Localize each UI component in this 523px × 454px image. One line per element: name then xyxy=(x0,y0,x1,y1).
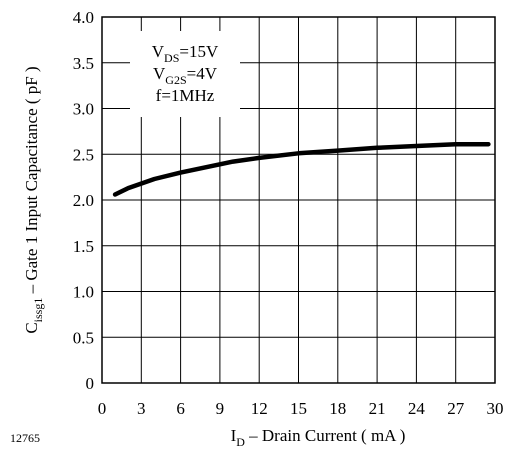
annotation-main: V xyxy=(152,42,165,61)
annotation-sub: G2S xyxy=(165,73,186,87)
x-tick-label: 6 xyxy=(176,399,185,418)
series-layer xyxy=(112,141,491,197)
x-axis-label-main: I xyxy=(231,426,237,445)
y-tick-label: 4.0 xyxy=(73,8,94,27)
x-tick-label: 18 xyxy=(329,399,346,418)
y-tick-label: 0 xyxy=(86,374,95,393)
annotation-text: f=1MHz xyxy=(156,86,215,105)
annotation-rest: =4V xyxy=(187,64,218,83)
x-axis-label-rest: – Drain Current ( mA ) xyxy=(245,426,406,445)
annotation-main: f=1MHz xyxy=(156,86,215,105)
y-tick-label: 1.0 xyxy=(73,283,94,302)
x-tick-label: 27 xyxy=(447,399,465,418)
x-axis-label: ID – Drain Current ( mA ) xyxy=(231,426,406,449)
x-tick-label: 24 xyxy=(408,399,426,418)
x-tick-label: 9 xyxy=(216,399,225,418)
y-axis-label-rest: – Gate 1 Input Capacitance ( pF ) xyxy=(22,66,41,297)
series-line xyxy=(112,141,491,197)
y-tick-label: 0.5 xyxy=(73,328,94,347)
annotation-box xyxy=(130,31,240,117)
tick-labels: 0 3 6 9 12 15 18 21 24 27 30 0 0.5 1.0 1.5 2.0 2.5 3.0 3.5… xyxy=(73,8,504,418)
x-tick-label: 0 xyxy=(98,399,107,418)
annotation-rest: =15V xyxy=(179,42,219,61)
annotation-main: V xyxy=(153,64,166,83)
plot-frame xyxy=(101,16,496,384)
y-axis-label: Cissg1 – Gate 1 Input Capacitance ( pF ) xyxy=(22,66,45,333)
y-tick-label: 3.5 xyxy=(73,54,94,73)
y-axis-label-main: C xyxy=(22,322,41,333)
x-tick-label: 12 xyxy=(251,399,268,418)
x-tick-label: 30 xyxy=(487,399,504,418)
figure-id: 12765 xyxy=(10,431,40,445)
y-tick-label: 2.5 xyxy=(73,145,94,164)
x-axis-label-sub: D xyxy=(236,435,245,449)
y-tick-label: 3.0 xyxy=(73,100,94,119)
y-tick-label: 2.0 xyxy=(73,191,94,210)
annotation-text: VDS=15V xyxy=(152,42,219,65)
y-axis-label-sub: issg1 xyxy=(31,298,45,323)
annotation-sub: DS xyxy=(164,51,179,65)
x-tick-label: 21 xyxy=(369,399,386,418)
x-tick-label: 3 xyxy=(137,399,146,418)
y-tick-label: 1.5 xyxy=(73,237,94,256)
annotation-text: VG2S=4V xyxy=(153,64,218,87)
x-tick-label: 15 xyxy=(290,399,307,418)
